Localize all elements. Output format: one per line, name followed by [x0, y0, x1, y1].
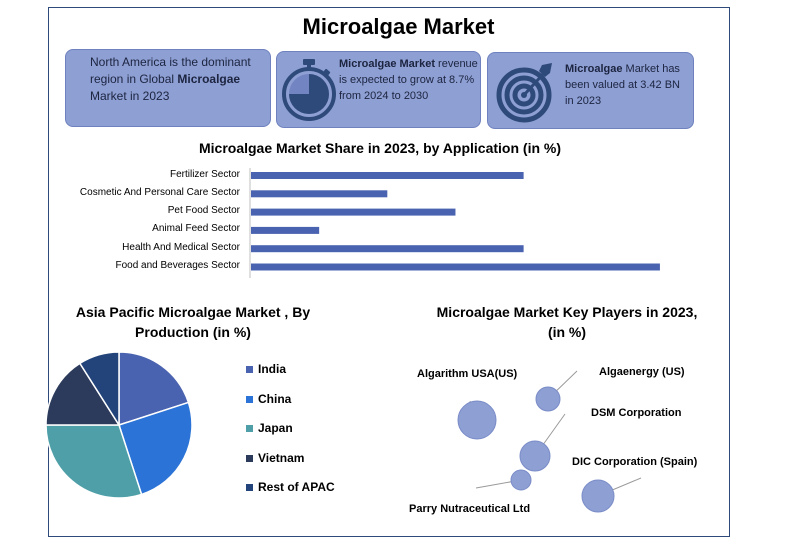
key-player-bubble [535, 370, 578, 412]
info-card-text: North America is the dominant region in … [90, 54, 265, 105]
info-card-valuation: Microalgae Market has been valued at 3.4… [487, 52, 694, 129]
legend-label: Vietnam [258, 450, 305, 465]
key-player-bubble [581, 477, 642, 513]
pie-chart-title: Asia Pacific Microalgae Market , By Prod… [75, 304, 311, 340]
page-title: Microalgae Market [302, 14, 495, 39]
bar-category-label: Animal Feed Sector [152, 223, 240, 235]
bar [251, 172, 524, 179]
legend-swatch [246, 366, 253, 373]
bar [251, 208, 456, 216]
pie-slice [45, 362, 121, 426]
bar-category-label: Cosmetic And Personal Care Sector [79, 186, 240, 198]
key-player-bubble [475, 469, 532, 491]
legend-label: China [258, 391, 292, 406]
legend-swatch [246, 454, 253, 462]
key-player-label: Parry Nutraceutical Ltd [409, 503, 531, 515]
key-player-bubble [457, 400, 497, 440]
info-card-text-segment: Microalgae [177, 72, 241, 86]
legend-swatch [246, 425, 253, 432]
stopwatch-icon [282, 59, 336, 121]
key-player-label: Algarithm USA(US) [417, 368, 518, 380]
legend-label: Rest of APAC [258, 480, 335, 494]
bar [251, 245, 524, 253]
pie-slice [45, 424, 143, 499]
key-player-bubble [519, 413, 566, 472]
key-player-label: Algaenergy (US) [599, 366, 685, 378]
info-card-text-segment: Microalgae [565, 63, 623, 75]
bar-category-label: Pet Food Sector [167, 205, 240, 217]
info-card-growth: Microalgae Market revenue is expected to… [276, 51, 481, 128]
legend-label: Japan [258, 421, 293, 435]
info-card-text: Microalgae Market has been valued at 3.4… [565, 61, 690, 109]
key-player-label: DIC Corporation (Spain) [572, 456, 698, 468]
bar-category-label: Food and Beverages Sector [115, 260, 240, 271]
key-player-label: DSM Corporation [591, 407, 682, 419]
info-card-north-america: North America is the dominant region in … [65, 49, 271, 127]
info-card-text: Microalgae Market revenue is expected to… [339, 56, 479, 104]
info-card-text-segment: Market in 2023 [90, 89, 170, 103]
bar-category-label: Fertilizer Sector [169, 168, 240, 180]
bar-category-label: Health And Medical Sector [122, 241, 240, 253]
legend-label: India [258, 362, 287, 376]
info-card-text-segment: Microalgae Market [339, 58, 435, 70]
info-card-text-segment: North America is the dominant region in … [90, 55, 251, 86]
key-players-title: Microalgae Market Key Players in 2023, (… [436, 304, 698, 340]
bar [251, 190, 388, 198]
pie-slice [118, 401, 193, 496]
pie-slice [78, 351, 120, 428]
legend-swatch [246, 484, 253, 491]
target-icon [496, 63, 552, 123]
bar [251, 263, 660, 271]
legend-swatch [246, 395, 253, 403]
bar [251, 226, 320, 234]
bar-chart-title: Microalgae Market Share in 2023, by Appl… [198, 140, 562, 156]
info-card-text-segment: Market has been valued at 3.42 BN in 202… [565, 63, 680, 107]
info-card-text-segment: revenue is expected to grow at 8.7% from… [339, 58, 478, 102]
pie-slice [118, 351, 190, 427]
